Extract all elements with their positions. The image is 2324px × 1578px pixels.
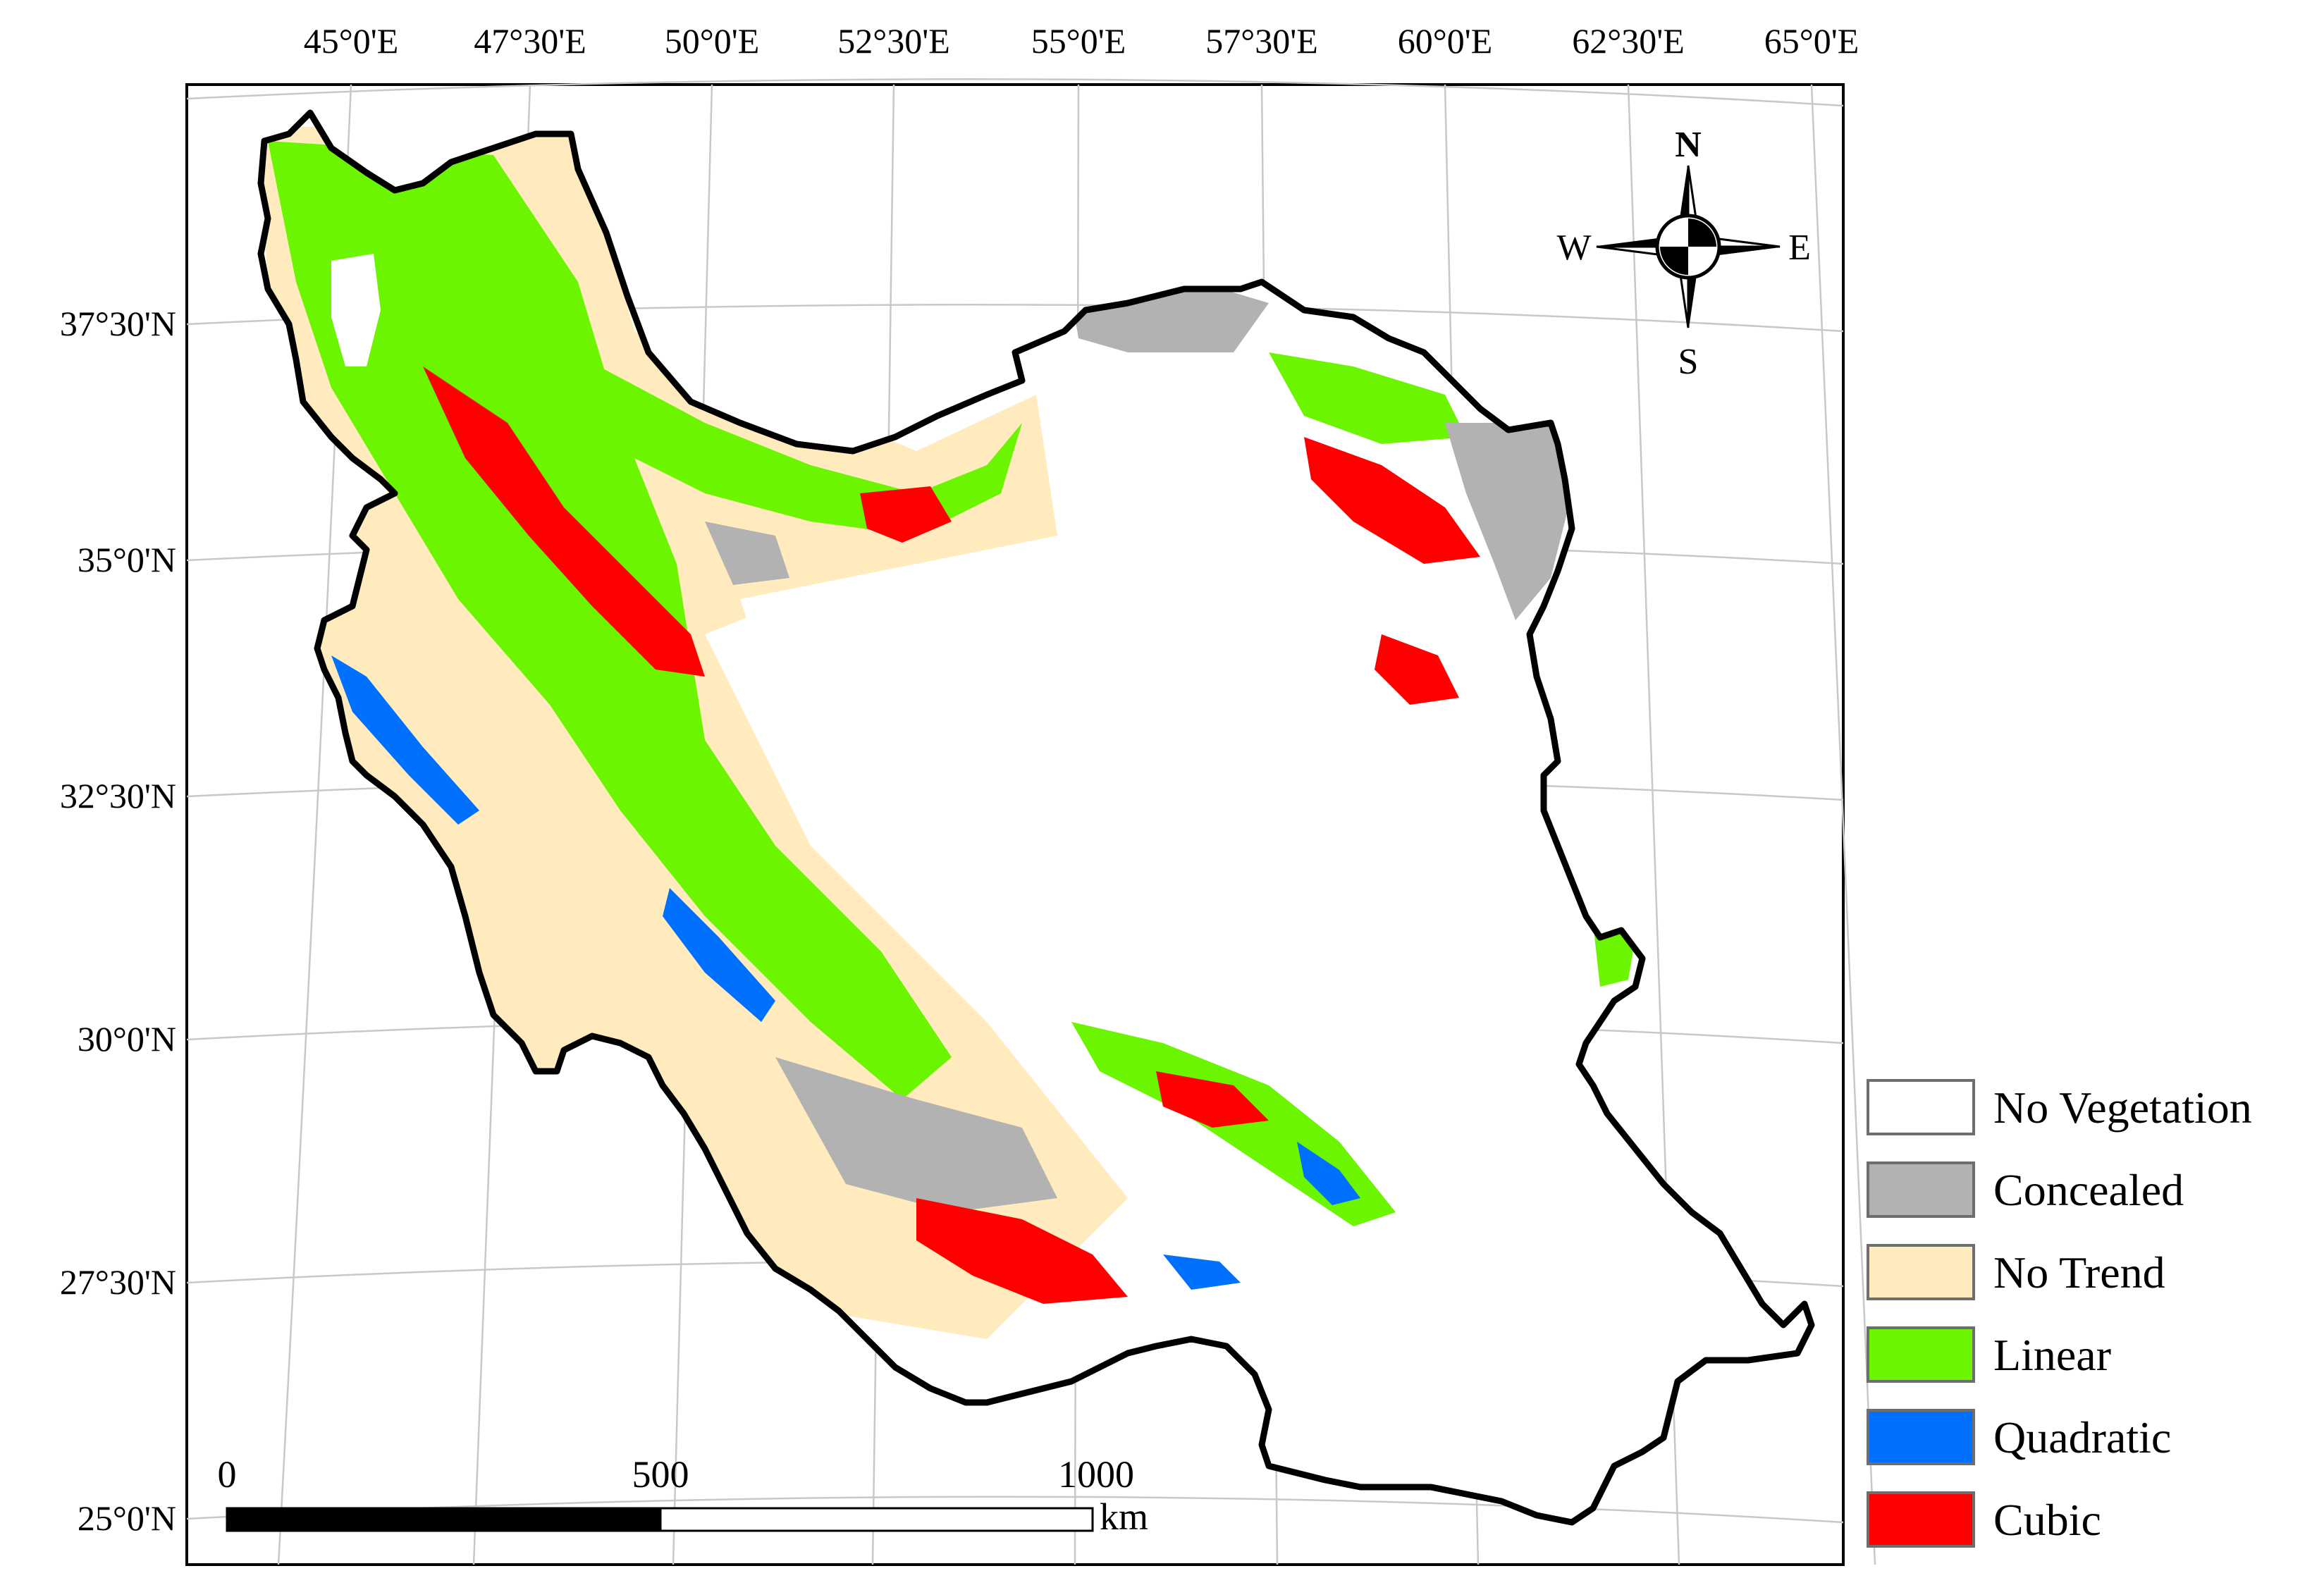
compass-label-north: N (1675, 125, 1702, 165)
compass-label-west: W (1556, 228, 1591, 268)
longitude-labels: 45°0'E 47°30'E 50°0'E 52°30'E 55°0'E 57°30'E 6… (304, 21, 1859, 61)
cubic-region-east-patches (1375, 634, 1459, 705)
scale-tick-0: 0 (218, 1453, 237, 1496)
quadratic-region-zagros-south (663, 888, 775, 1022)
latitude-label: 27°30'N (60, 1262, 176, 1302)
legend-label: Quadratic (1993, 1412, 2171, 1462)
cubic-region-alborz (860, 486, 952, 543)
concealed-region-center (705, 522, 789, 585)
legend-label: No Trend (1993, 1247, 2165, 1297)
latitude-labels: 37°30'N 35°0'N 32°30'N 30°0'N 27°30'N 25°0'N (60, 304, 176, 1538)
compass-label-south: S (1678, 342, 1699, 382)
latitude-label: 35°0'N (78, 540, 176, 579)
scale-bar-white-segment (659, 1507, 1094, 1532)
iran-map (254, 113, 1812, 1522)
latitude-label: 25°0'N (78, 1498, 176, 1538)
cubic-region-center-south (1156, 1071, 1269, 1128)
longitude-label: 55°0'E (1031, 21, 1126, 61)
linear-region-ne (1269, 352, 1466, 444)
legend-item: No Trend (1867, 1244, 2165, 1300)
scale-bar: 0 500 1000 km (218, 1453, 1149, 1538)
longitude-label: 52°30'E (837, 21, 950, 61)
longitude-label: 47°30'E (474, 21, 586, 61)
parallel-top (186, 78, 1844, 107)
legend-label: Concealed (1993, 1165, 2184, 1215)
no-vegetation-lake-urmia (331, 254, 381, 366)
scale-bar-black-segment (226, 1507, 662, 1532)
quadratic-region-south-streak (1297, 1142, 1360, 1205)
quadratic-region-sw (331, 655, 479, 825)
no-vegetation-central-desert (740, 550, 1375, 1022)
cubic-region-south (916, 1198, 1128, 1304)
legend-swatch (1867, 1326, 1975, 1383)
longitude-label: 57°30'E (1205, 21, 1318, 61)
latitude-label: 30°0'N (78, 1019, 176, 1059)
scale-unit: km (1100, 1496, 1148, 1538)
legend-label: Cubic (1993, 1495, 2101, 1545)
concealed-region-south (775, 1057, 1057, 1212)
legend-swatch (1867, 1244, 1975, 1300)
legend-item: No Vegetation (1867, 1079, 2252, 1135)
legend-item: Concealed (1867, 1161, 2184, 1218)
legend-label: Linear (1993, 1330, 2111, 1380)
meridian-65e (1810, 84, 1876, 1565)
legend-item: Quadratic (1867, 1409, 2171, 1465)
legend-label: No Vegetation (1993, 1083, 2252, 1133)
parallel-25n (186, 1496, 1844, 1524)
legend-swatch (1867, 1079, 1975, 1135)
latitude-label: 37°30'N (60, 304, 176, 343)
legend-swatch (1867, 1409, 1975, 1465)
concealed-region-east (1445, 423, 1572, 620)
longitude-label: 60°0'E (1398, 21, 1493, 61)
compass-rose: N S E W (1556, 125, 1810, 382)
legend-item: Cubic (1867, 1491, 2101, 1548)
longitude-label: 50°0'E (665, 21, 760, 61)
scale-tick-1000: 1000 (1058, 1453, 1134, 1496)
longitude-label: 62°30'E (1572, 21, 1685, 61)
legend-swatch (1867, 1161, 1975, 1218)
latitude-label: 32°30'N (60, 776, 176, 815)
cubic-region-ne (1304, 437, 1480, 564)
longitude-label: 45°0'E (304, 21, 399, 61)
quadratic-region-hormozgan (1163, 1255, 1241, 1290)
legend-item: Linear (1867, 1326, 2111, 1383)
scale-tick-500: 500 (632, 1453, 689, 1496)
legend: No Vegetation Concealed No Trend Linear Quad… (1867, 1079, 2252, 1548)
vegetation-trend-layer (261, 127, 1635, 1339)
legend-swatch (1867, 1491, 1975, 1548)
longitude-label: 65°0'E (1764, 21, 1859, 61)
compass-label-east: E (1788, 228, 1811, 268)
cubic-region-zagros (423, 366, 705, 677)
